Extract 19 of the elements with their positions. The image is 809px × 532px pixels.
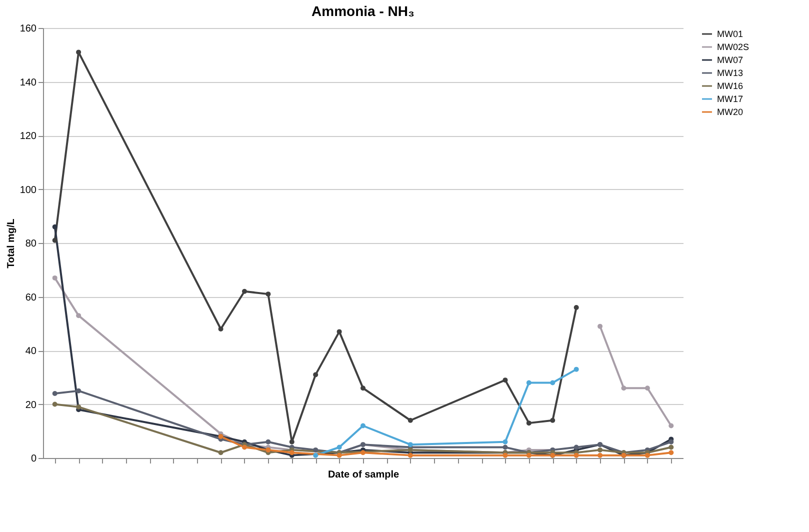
y-tick-label: 120 [20,131,37,142]
legend-label: MW16 [717,81,744,91]
legend-label: MW01 [717,29,744,39]
legend-label: MW02S [717,42,750,52]
legend-label: MW17 [717,94,744,104]
y-tick-label: 140 [20,77,37,88]
x-axis-title: Date of sample [328,470,400,480]
y-tick-label: 60 [25,292,37,304]
legend-label: MW13 [717,68,744,78]
y-tick-label: 40 [25,346,37,357]
y-tick-label: 20 [25,400,37,411]
y-tick-label: 100 [20,184,37,196]
legend-label: MW20 [717,107,744,117]
chart-title: Ammonia - NH₃ [312,3,414,19]
y-tick-label: 80 [25,238,37,250]
y-axis-title: Total mg/L [6,218,17,268]
y-tick-label: 0 [30,454,37,464]
legend-label: MW07 [717,55,744,65]
y-tick-label: 160 [20,24,37,34]
